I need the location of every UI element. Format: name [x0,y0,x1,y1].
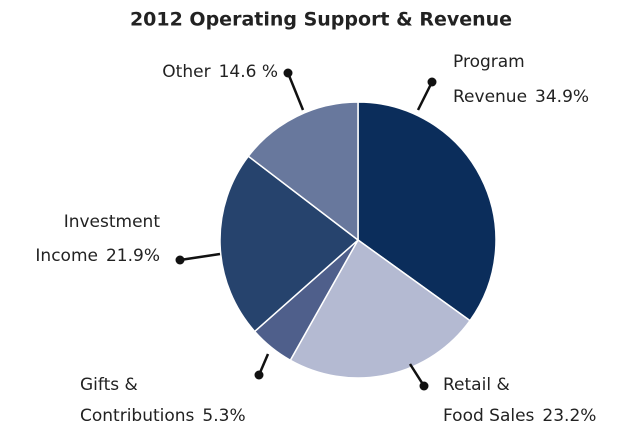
chart-title: 2012 Operating Support & Revenue [130,9,512,31]
slice-label: Contributions 5.3% [80,406,246,426]
slice-label: Investment [64,212,161,232]
category-label: Food Sales [443,406,535,426]
leader-dot [254,370,264,380]
slice-label: Food Sales 23.2% [443,406,596,426]
leader-dot [175,255,185,265]
pie-slice [357,101,497,322]
leader-line [416,81,434,111]
slice-label: Income 21.9% [35,246,160,266]
leader-dot [419,381,429,391]
category-label: Contributions [80,406,195,426]
value-label: 14.6 % [219,62,278,82]
value-label: 34.9% [535,87,589,107]
pie-slice [219,155,360,333]
value-label: 5.3% [202,406,245,426]
category-label: Income [35,246,98,266]
pie-slice [289,238,472,379]
slice-label: Gifts & [80,375,138,395]
category-label: Investment [64,212,161,232]
category-label: Revenue [453,87,527,107]
category-label: Program [453,52,525,72]
slice-label: Retail & [443,375,510,395]
category-label: Gifts & [80,375,138,395]
category-label: Other [162,62,210,82]
slice-label: Other 14.6 % [162,62,278,82]
value-label: 21.9% [106,246,160,266]
leader-line [179,252,221,262]
slice-label: Program [453,52,525,72]
leader-dot [283,68,293,78]
value-label: 23.2% [542,406,596,426]
pie-slice [247,101,359,242]
category-label: Retail & [443,375,510,395]
leader-dot [427,77,437,87]
leader-line [286,72,305,111]
slice-label: Revenue 34.9% [453,87,589,107]
